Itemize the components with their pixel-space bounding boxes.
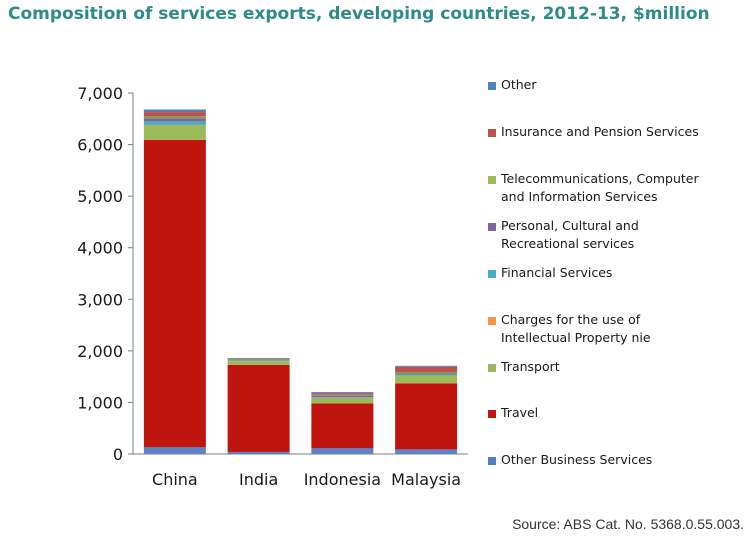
- legend-label: Intellectual Property nie: [501, 330, 651, 345]
- bar-segment: [395, 374, 458, 376]
- bar-segment: [227, 361, 290, 365]
- y-tick-label: 3,000: [77, 290, 123, 309]
- bar-segment: [143, 125, 206, 140]
- bar-segment: [227, 360, 290, 361]
- bar-segment: [311, 403, 374, 449]
- legend-label: Charges for the use of: [501, 312, 641, 327]
- bar-segment: [143, 139, 206, 448]
- y-tick-label: 0: [113, 445, 123, 464]
- source-note: Source: ABS Cat. No. 5368.0.55.003.: [512, 516, 744, 532]
- bar-segment: [311, 397, 374, 398]
- legend-label: Travel: [500, 405, 538, 420]
- bar-segment: [395, 372, 458, 374]
- legend-label: and Information Services: [501, 189, 658, 204]
- y-tick-label: 1,000: [77, 393, 123, 412]
- legend-swatch: [488, 317, 496, 325]
- bar-segment: [395, 383, 458, 450]
- legend-swatch: [488, 176, 496, 184]
- bar-segment: [227, 358, 290, 360]
- legend-swatch: [488, 270, 496, 278]
- legend-label: Insurance and Pension Services: [501, 124, 699, 139]
- bar-segment: [143, 116, 206, 119]
- y-tick-label: 4,000: [77, 239, 123, 258]
- x-tick-label: Malaysia: [391, 470, 461, 489]
- legend-swatch: [488, 457, 496, 465]
- bar-segment: [227, 364, 290, 452]
- bar-segment: [227, 358, 290, 359]
- x-tick-label: India: [239, 470, 278, 489]
- plot-area: 0 1,000 2,000 3,000 4,000 5,000 6,000 7,000 Chin…: [77, 84, 468, 489]
- legend-swatch: [488, 364, 496, 372]
- legend: Other Insurance and Pension Services Telec…: [488, 77, 699, 467]
- legend-label: Telecommunications, Computer: [500, 171, 699, 186]
- legend-label: Personal, Cultural and: [501, 218, 639, 233]
- bar-segment: [311, 394, 374, 396]
- bar-segment: [227, 359, 290, 361]
- legend-swatch: [488, 129, 496, 137]
- bar-segment: [311, 448, 374, 454]
- bar-segment: [227, 360, 290, 362]
- bar-segment: [395, 365, 458, 367]
- legend-label: Recreational services: [501, 236, 634, 251]
- bar-segment: [311, 393, 374, 395]
- x-tick-label: China: [152, 470, 198, 489]
- bar-segment: [143, 118, 206, 122]
- legend-label: Transport: [500, 359, 560, 374]
- legend-label: Other: [501, 77, 537, 92]
- x-tick-label: Indonesia: [304, 470, 381, 489]
- bar-segment: [395, 449, 458, 454]
- legend-label: Financial Services: [501, 265, 612, 280]
- y-tick-label: 6,000: [77, 136, 123, 155]
- bar-segment: [395, 366, 458, 373]
- bar-segment: [311, 397, 374, 404]
- bar-segment: [143, 124, 206, 126]
- bar-segment: [311, 392, 374, 394]
- legend-swatch: [488, 82, 496, 90]
- y-tick-label: 5,000: [77, 187, 123, 206]
- bar-segment: [311, 395, 374, 398]
- bar-segment: [143, 447, 206, 454]
- chart-title: Composition of services exports, develop…: [8, 4, 710, 24]
- legend-label: Other Business Services: [501, 452, 652, 467]
- bar-segment: [227, 451, 290, 454]
- bar-segment: [395, 373, 458, 375]
- legend-swatch: [488, 410, 496, 418]
- bar-segment: [143, 121, 206, 125]
- bar-segment: [143, 109, 206, 113]
- bar-segment: [395, 375, 458, 384]
- y-tick-label: 7,000: [77, 84, 123, 103]
- legend-swatch: [488, 223, 496, 231]
- bar-segment: [143, 112, 206, 117]
- y-tick-label: 2,000: [77, 342, 123, 361]
